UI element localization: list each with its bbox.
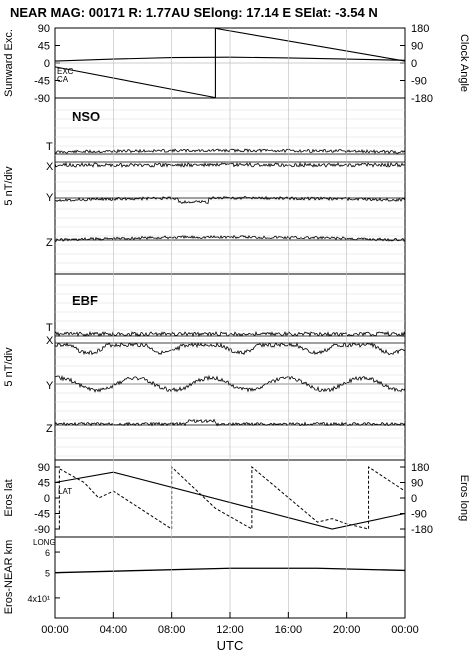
sunward-exc-axis-label: Sunward Exc. [3, 29, 15, 97]
eros-lat-tick-label: 0 [44, 493, 50, 505]
range-tick-label: 6 [45, 548, 50, 558]
ebf-label-y: Y [46, 380, 54, 392]
sunward-left-tick-label: 0 [44, 58, 50, 70]
panel-nso: NSO 5 nT/div T X Y Z [3, 109, 406, 273]
eros-long-tick-label: -180 [411, 524, 433, 536]
panel-sunward-exc-clock-angle: Sunward Exc. Clock Angle EXC CA 90 45 0 -45… [3, 23, 470, 105]
sunward-left-tick-label: -45 [34, 76, 50, 88]
panel-ebf: EBF 5 nT/div T X Y Z [3, 284, 406, 457]
ebf-label-t: T [46, 322, 53, 334]
series-ca-line [54, 27, 406, 99]
x-tick-label-0: 00:00 [41, 624, 69, 636]
series-long-line [55, 465, 406, 530]
ebf-label-x: X [46, 335, 54, 347]
eros-long-tick-label: -90 [411, 509, 427, 521]
clock-right-tick-label: 90 [411, 41, 423, 53]
eros-lat-axis-label: Eros lat [3, 479, 15, 516]
panel-eros-lat-long: Eros lat Eros long LAT LONG 90 45 0 -45 -90 1… [3, 462, 470, 547]
eros-lat-tick-label: -90 [34, 524, 50, 536]
x-tick-label-5: 20:00 [333, 624, 361, 636]
nso-panel-label: NSO [72, 109, 100, 124]
eros-long-tick-label: 0 [411, 493, 417, 505]
panel-eros-near-km: Eros-NEAR km 6 5 4x10¹ [3, 540, 406, 615]
clock-right-tick-label: 0 [411, 58, 417, 70]
ca-inline-label: CA [57, 75, 69, 84]
eros-lat-tick-label: 45 [38, 478, 50, 490]
x-tick-label-1: 04:00 [100, 624, 128, 636]
ebf-panel-label: EBF [72, 293, 98, 308]
x-tick-label-6: 00:00 [391, 624, 419, 636]
x-tick-label-2: 08:00 [158, 624, 186, 636]
nso-label-y: Y [46, 192, 54, 204]
eros-long-axis-label: Eros long [458, 475, 470, 521]
x-tick-label-4: 16:00 [275, 624, 303, 636]
exc-inline-label: EXC [57, 67, 74, 76]
clock-right-tick-label: -90 [411, 76, 427, 88]
figure-title: NEAR MAG: 00171 R: 1.77AU SElong: 17.14 … [10, 5, 378, 20]
long-inline-label: LONG [33, 538, 56, 547]
eros-long-tick-label: 180 [411, 462, 429, 474]
eros-long-tick-label: 90 [411, 478, 423, 490]
eros-near-km-axis-label: Eros-NEAR km [3, 540, 15, 615]
range-tick-label: 5 [45, 569, 50, 579]
sunward-left-tick-label: 45 [38, 41, 50, 53]
nso-label-t: T [46, 141, 53, 153]
nso-label-x: X [46, 161, 54, 173]
clock-right-tick-label: -180 [411, 93, 433, 105]
ebf-label-z: Z [46, 423, 53, 435]
x-tick-label-3: 12:00 [216, 624, 244, 636]
lat-inline-label: LAT [58, 487, 72, 496]
nso-ylabel: 5 nT/div [3, 166, 15, 206]
clock-right-tick-label: 180 [411, 23, 429, 35]
sunward-left-tick-label: 90 [38, 23, 50, 35]
sunward-left-tick-label: -90 [34, 93, 50, 105]
x-axis-label: UTC [217, 638, 244, 653]
eros-lat-tick-label: -45 [34, 509, 50, 521]
nso-label-z: Z [46, 237, 53, 249]
range-tick-label: 4x10¹ [27, 594, 50, 604]
x-axis: UTC 00:00 04:00 08:00 12:00 16:00 20:00 00:00 [41, 624, 419, 653]
clock-angle-axis-label: Clock Angle [458, 34, 470, 92]
ebf-ylabel: 5 nT/div [3, 347, 15, 387]
eros-lat-tick-label: 90 [38, 462, 50, 474]
